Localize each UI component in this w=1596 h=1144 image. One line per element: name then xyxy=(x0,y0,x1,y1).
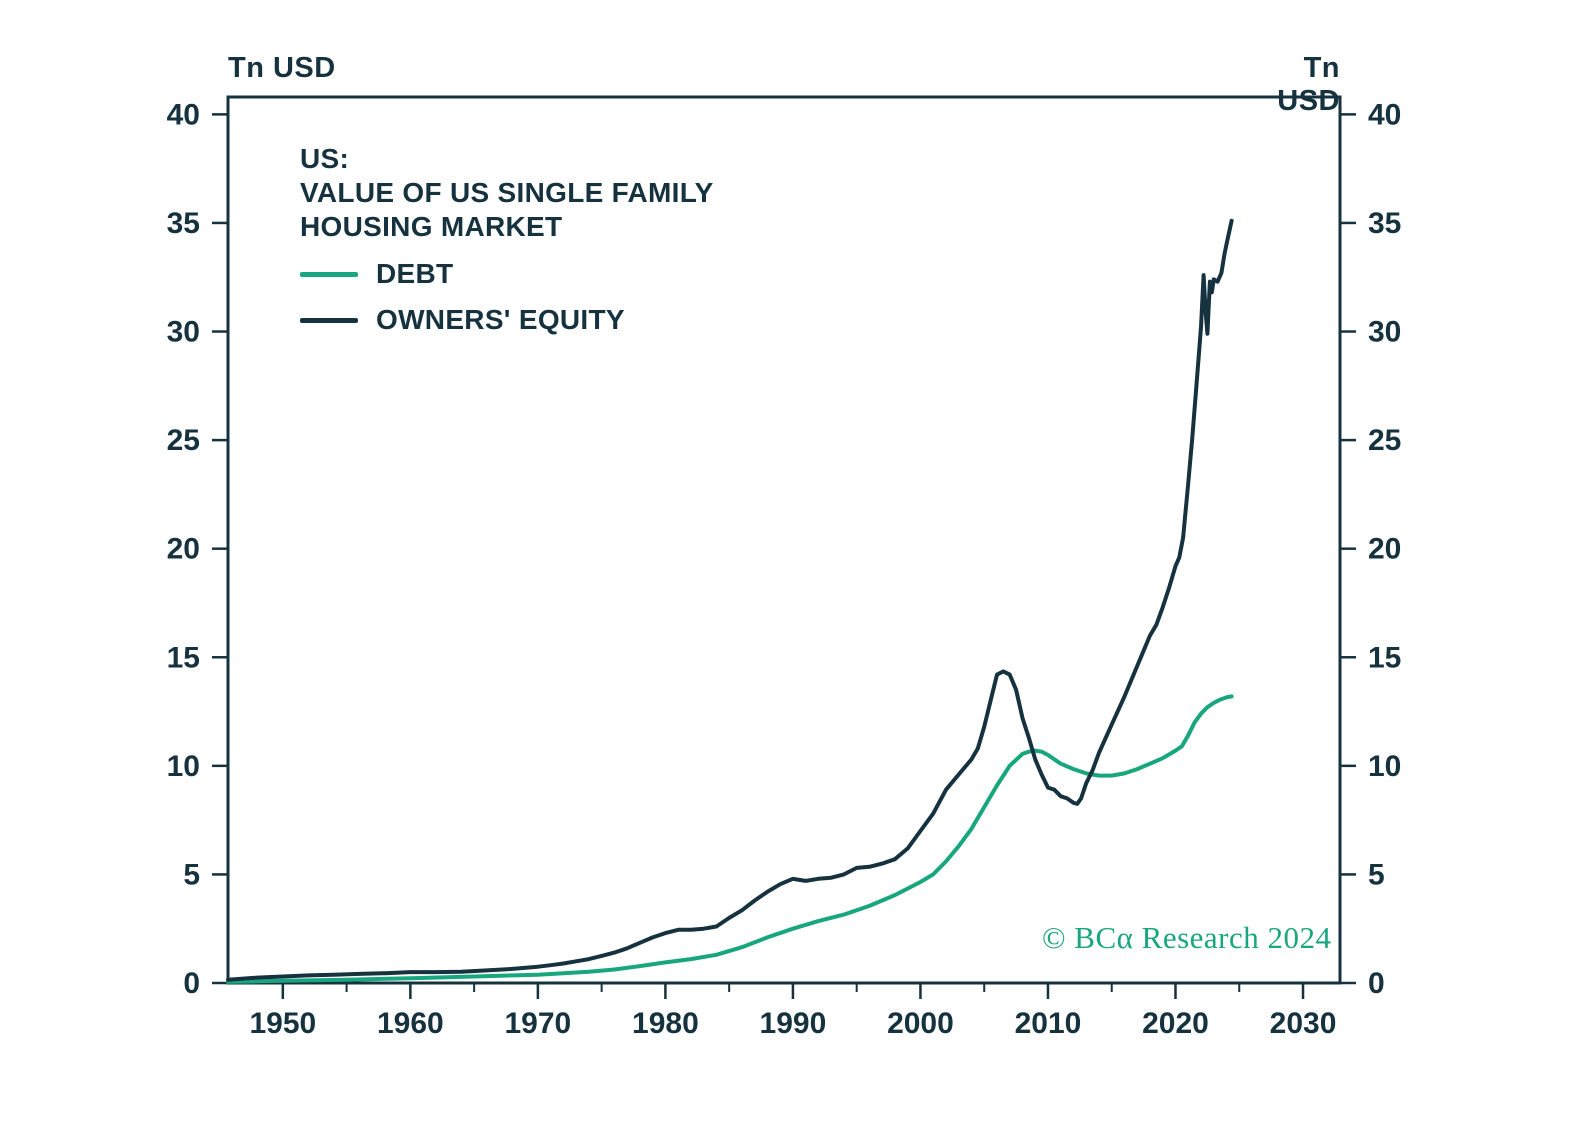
svg-text:20: 20 xyxy=(167,533,200,566)
y-axis-unit-right: Tn USD xyxy=(1277,52,1340,117)
legend-block: US: VALUE OF US SINGLE FAMILY HOUSING MA… xyxy=(300,142,714,336)
svg-text:1990: 1990 xyxy=(760,1007,827,1040)
svg-text:1980: 1980 xyxy=(632,1007,699,1040)
svg-text:20: 20 xyxy=(1368,533,1401,566)
svg-text:2030: 2030 xyxy=(1270,1007,1337,1040)
svg-text:15: 15 xyxy=(1368,641,1401,674)
svg-text:1970: 1970 xyxy=(505,1007,572,1040)
chart-title-line-1: US: xyxy=(300,143,350,174)
svg-text:2020: 2020 xyxy=(1142,1007,1209,1040)
svg-text:10: 10 xyxy=(1368,750,1401,783)
legend-item-debt: DEBT xyxy=(300,258,714,290)
chart-title-line-2: VALUE OF US SINGLE FAMILY xyxy=(300,177,714,208)
svg-text:2000: 2000 xyxy=(887,1007,954,1040)
copyright-notice: © BCα Research 2024 xyxy=(1042,920,1332,955)
svg-text:10: 10 xyxy=(167,750,200,783)
svg-text:5: 5 xyxy=(183,858,200,891)
svg-text:2010: 2010 xyxy=(1015,1007,1082,1040)
svg-text:1960: 1960 xyxy=(377,1007,444,1040)
svg-text:30: 30 xyxy=(167,316,200,349)
y-axis-unit-left: Tn USD xyxy=(228,52,336,84)
svg-text:5: 5 xyxy=(1368,858,1385,891)
owners-equity-line-swatch xyxy=(300,317,358,323)
svg-text:35: 35 xyxy=(167,207,200,240)
debt-line-swatch xyxy=(300,271,358,277)
svg-text:40: 40 xyxy=(1368,98,1401,131)
svg-text:1950: 1950 xyxy=(249,1007,316,1040)
legend-item-owners-equity: OWNERS' EQUITY xyxy=(300,304,714,336)
svg-text:30: 30 xyxy=(1368,316,1401,349)
svg-text:0: 0 xyxy=(1368,967,1385,1000)
legend-label-debt: DEBT xyxy=(376,258,454,289)
legend-label-owners-equity: OWNERS' EQUITY xyxy=(376,304,625,335)
svg-text:15: 15 xyxy=(167,641,200,674)
svg-text:40: 40 xyxy=(167,98,200,131)
svg-text:25: 25 xyxy=(1368,424,1401,457)
chart-title-line-3: HOUSING MARKET xyxy=(300,211,563,242)
svg-text:0: 0 xyxy=(183,967,200,1000)
svg-text:35: 35 xyxy=(1368,207,1401,240)
svg-text:25: 25 xyxy=(167,424,200,457)
